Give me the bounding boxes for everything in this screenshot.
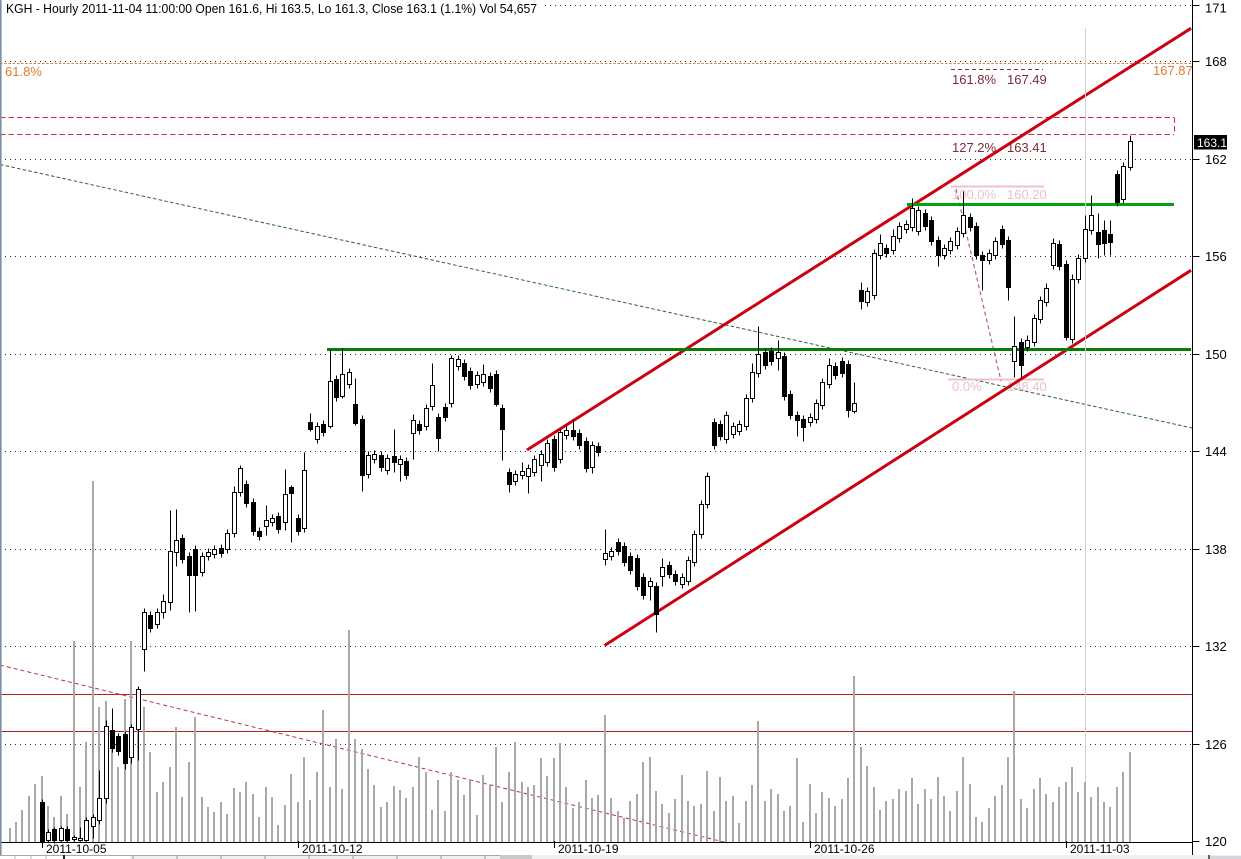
svg-text:160.20: 160.20: [1007, 187, 1047, 202]
svg-text:156: 156: [1205, 249, 1227, 264]
svg-text:167.87: 167.87: [1153, 63, 1193, 78]
svg-text:2011-10-05: 2011-10-05: [46, 842, 107, 856]
svg-text:148.40: 148.40: [1007, 379, 1047, 394]
svg-text:168: 168: [1205, 54, 1227, 69]
svg-text:144: 144: [1205, 444, 1227, 459]
svg-text:61.8%: 61.8%: [5, 64, 42, 79]
svg-text:150: 150: [1205, 347, 1227, 362]
svg-text:2011-10-26: 2011-10-26: [814, 842, 875, 856]
svg-text:138: 138: [1205, 542, 1227, 557]
svg-text:120: 120: [1205, 834, 1227, 849]
svg-text:162: 162: [1205, 152, 1227, 167]
svg-text:KGH - Hourly 2011-11-04 11:00:: KGH - Hourly 2011-11-04 11:00:00 Open 16…: [6, 1, 537, 16]
svg-text:163.1: 163.1: [1197, 136, 1227, 150]
svg-text:0.0%: 0.0%: [952, 379, 982, 394]
svg-text:163.41: 163.41: [1007, 140, 1047, 155]
svg-text:161.8%: 161.8%: [952, 72, 997, 87]
svg-text:2011-10-19: 2011-10-19: [558, 842, 619, 856]
svg-text:127.2%: 127.2%: [952, 140, 997, 155]
svg-text:2011-10-12: 2011-10-12: [302, 842, 363, 856]
svg-text:167.49: 167.49: [1007, 72, 1047, 87]
svg-text:171: 171: [1205, 1, 1227, 16]
svg-text:132: 132: [1205, 639, 1227, 654]
svg-text:2011-11-03: 2011-11-03: [1070, 842, 1130, 856]
svg-text:126: 126: [1205, 737, 1227, 752]
svg-text:100.0%: 100.0%: [952, 187, 997, 202]
